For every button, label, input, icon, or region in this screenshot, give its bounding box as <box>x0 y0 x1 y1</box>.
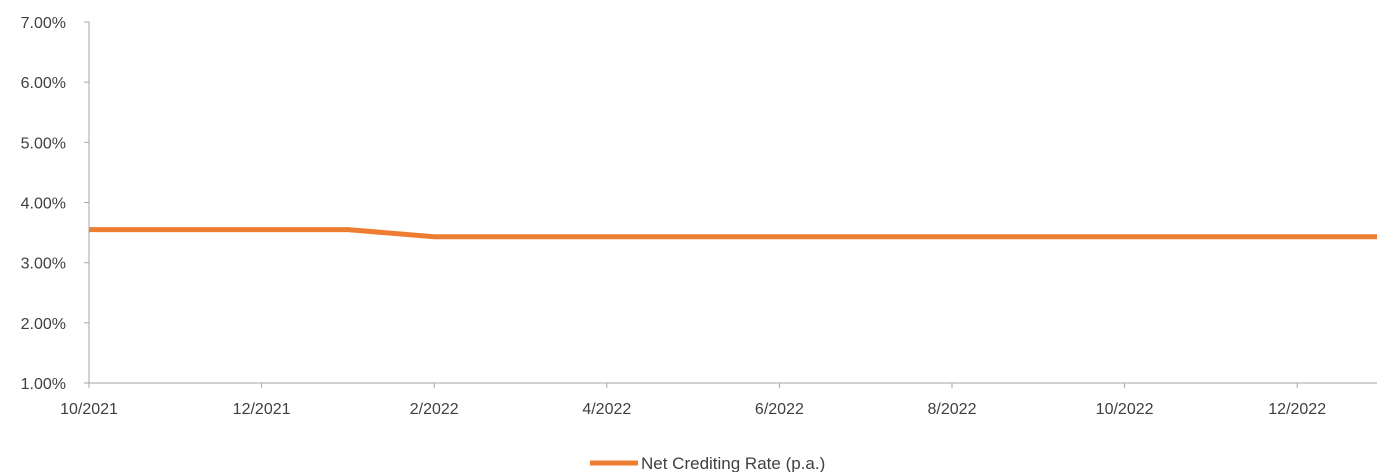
x-tick-label: 2/2022 <box>410 401 459 418</box>
y-axis: 1.00% 2.00% 3.00% 4.00% 5.00% 6.00% 7.00% <box>21 15 90 393</box>
x-tick-label: 10/2021 <box>60 401 118 418</box>
x-tick-label: 12/2022 <box>1268 401 1326 418</box>
x-tick-label: 8/2022 <box>928 401 977 418</box>
y-tick-label: 3.00% <box>21 256 66 273</box>
x-tick-label: 4/2022 <box>582 401 631 418</box>
x-axis: 10/2021 12/2021 2/2022 4/2022 6/2022 8/2022 10… <box>60 382 1377 418</box>
series-layer <box>89 227 1377 240</box>
y-tick-label: 5.00% <box>21 135 66 152</box>
legend-label: Net Crediting Rate (p.a.) <box>641 454 825 472</box>
y-tick-label: 6.00% <box>21 75 66 92</box>
x-tick-label: 6/2022 <box>755 401 804 418</box>
y-tick-label: 2.00% <box>21 316 66 333</box>
x-tick-label: 12/2021 <box>233 401 291 418</box>
y-tick-label: 4.00% <box>21 196 66 213</box>
series-line <box>89 227 1377 240</box>
x-tick-label: 10/2022 <box>1096 401 1154 418</box>
legend: Net Crediting Rate (p.a.) <box>590 454 825 472</box>
y-tick-label: 7.00% <box>21 15 66 32</box>
y-tick-label: 1.00% <box>21 376 66 393</box>
